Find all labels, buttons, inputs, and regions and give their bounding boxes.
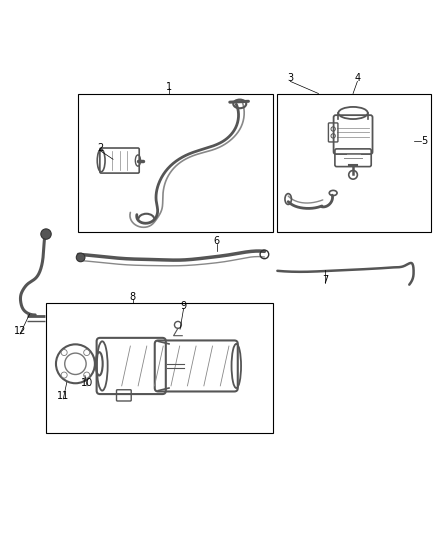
Circle shape [76,253,85,262]
Text: 11: 11 [57,391,70,401]
Text: 1: 1 [166,82,172,92]
Text: 6: 6 [214,237,220,246]
Text: 5: 5 [421,136,427,146]
Text: 10: 10 [81,378,93,388]
Text: 3: 3 [287,74,293,83]
Text: 8: 8 [130,292,136,302]
Circle shape [41,229,51,239]
Text: 7: 7 [322,276,328,285]
Text: 4: 4 [354,74,360,83]
Text: 12: 12 [14,326,26,336]
Text: 2: 2 [97,143,103,152]
Text: 9: 9 [180,301,187,311]
